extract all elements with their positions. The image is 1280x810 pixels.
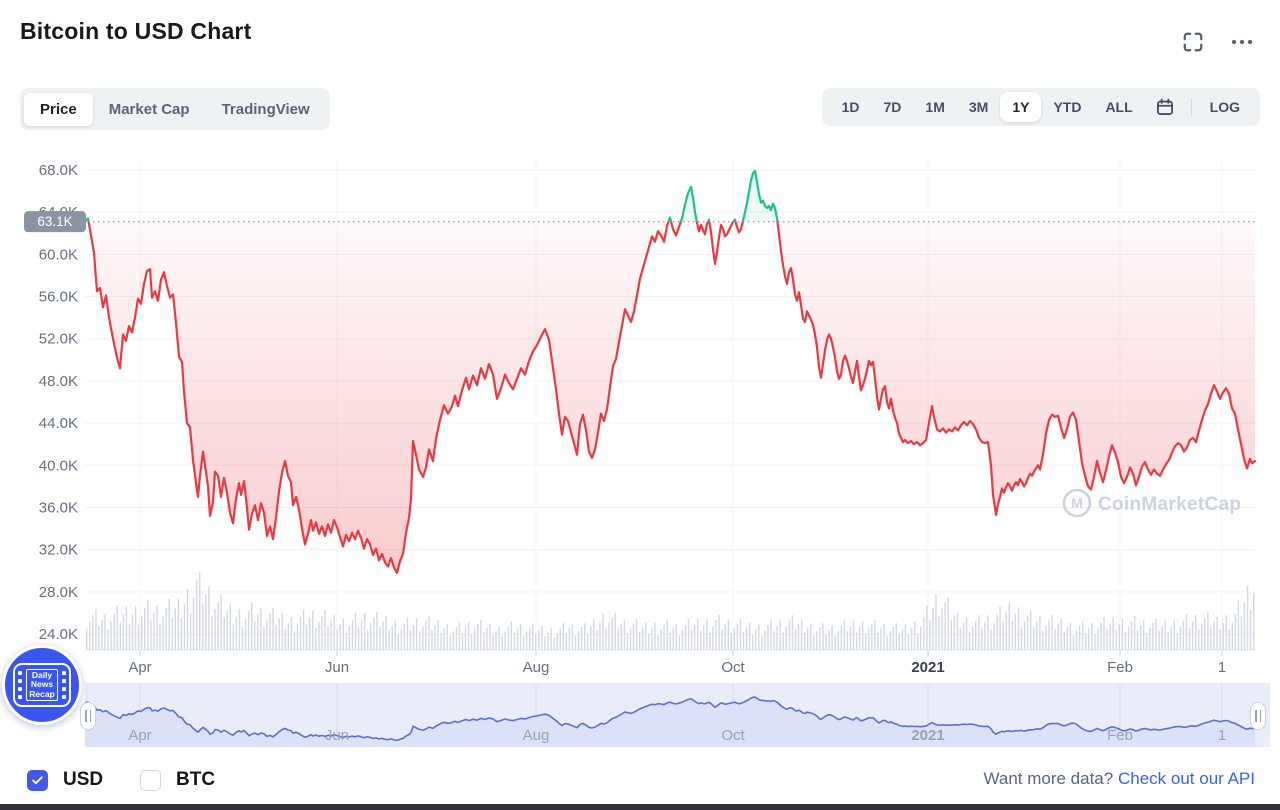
svg-text:Oct: Oct <box>721 659 745 676</box>
usd-label: USD <box>63 769 104 790</box>
svg-text:Feb: Feb <box>1107 727 1133 744</box>
svg-text:Feb: Feb <box>1107 659 1133 676</box>
svg-text:63.1K: 63.1K <box>37 214 72 229</box>
svg-text:60.0K: 60.0K <box>39 246 78 263</box>
svg-text:24.0K: 24.0K <box>39 626 78 643</box>
promo-text: Want more data? <box>983 769 1114 788</box>
svg-text:64.0K: 64.0K <box>39 204 78 221</box>
divider <box>1190 98 1192 116</box>
svg-text:Jun: Jun <box>325 659 349 676</box>
news-badge-line: Recap <box>29 688 55 699</box>
calendar-icon[interactable] <box>1145 97 1185 117</box>
fullscreen-icon[interactable] <box>1182 31 1204 53</box>
range-1y[interactable]: 1Y <box>1000 92 1042 122</box>
btc-toggle[interactable]: BTC <box>140 769 215 791</box>
range-ytd[interactable]: YTD <box>1053 99 1082 115</box>
bottom-section-edge <box>0 804 1280 810</box>
range-selector: 1D 7D 1M 3M 1Y YTD ALL LOG <box>821 88 1260 126</box>
navigator-handle-right[interactable] <box>1250 702 1266 730</box>
svg-text:32.0K: 32.0K <box>39 542 78 559</box>
currency-toggle-bar: USD BTC Want more data? Check out our AP… <box>0 747 1280 804</box>
svg-text:M: M <box>1071 495 1083 511</box>
svg-text:Aug: Aug <box>523 727 550 744</box>
svg-text:36.0K: 36.0K <box>39 499 78 516</box>
svg-text:44.0K: 44.0K <box>39 415 78 432</box>
tab-market-cap[interactable]: Market Cap <box>108 100 190 118</box>
range-1d[interactable]: 1D <box>841 99 860 115</box>
svg-text:28.0K: 28.0K <box>39 584 78 601</box>
svg-text:Apr: Apr <box>128 659 151 676</box>
svg-text:Apr: Apr <box>128 727 151 744</box>
range-1m[interactable]: 1M <box>925 99 945 115</box>
film-strip-icon: Daily News Recap <box>13 663 71 707</box>
navigator-handle-left[interactable] <box>80 702 96 730</box>
svg-text:2021: 2021 <box>911 727 944 744</box>
log-scale-toggle[interactable]: LOG <box>1209 99 1240 115</box>
btc-checkbox[interactable] <box>140 769 161 791</box>
svg-text:Aug: Aug <box>523 659 550 676</box>
page-title: Bitcoin to USD Chart <box>20 18 252 44</box>
svg-text:Jun: Jun <box>325 727 349 744</box>
api-promo: Want more data? Check out our API <box>983 769 1255 789</box>
news-badge-line: Daily <box>31 669 53 680</box>
tab-price[interactable]: Price <box>24 92 93 126</box>
btc-label: BTC <box>176 769 216 790</box>
header-actions <box>1182 31 1252 53</box>
svg-text:1: 1 <box>1218 727 1226 744</box>
svg-text:1: 1 <box>1218 659 1226 676</box>
usd-toggle[interactable]: USD <box>27 769 103 791</box>
svg-text:68.0K: 68.0K <box>39 162 78 179</box>
svg-text:CoinMarketCap: CoinMarketCap <box>1098 494 1241 515</box>
svg-text:48.0K: 48.0K <box>39 373 78 390</box>
range-3m[interactable]: 3M <box>968 99 989 115</box>
tab-tradingview[interactable]: TradingView <box>221 100 310 118</box>
svg-text:Oct: Oct <box>721 727 745 744</box>
ellipsis-icon[interactable] <box>1231 31 1252 53</box>
daily-news-recap-badge[interactable]: Daily News Recap <box>2 645 82 725</box>
range-all[interactable]: ALL <box>1105 99 1133 115</box>
api-link[interactable]: Check out our API <box>1117 769 1255 788</box>
chart-type-tabs: Price Market Cap TradingView <box>20 88 330 130</box>
svg-text:2021: 2021 <box>911 659 944 676</box>
news-badge-line: News <box>30 679 54 690</box>
range-7d[interactable]: 7D <box>883 99 902 115</box>
svg-text:56.0K: 56.0K <box>39 289 78 306</box>
svg-text:52.0K: 52.0K <box>39 331 78 348</box>
usd-checkbox[interactable] <box>27 769 48 791</box>
svg-text:40.0K: 40.0K <box>39 457 78 474</box>
